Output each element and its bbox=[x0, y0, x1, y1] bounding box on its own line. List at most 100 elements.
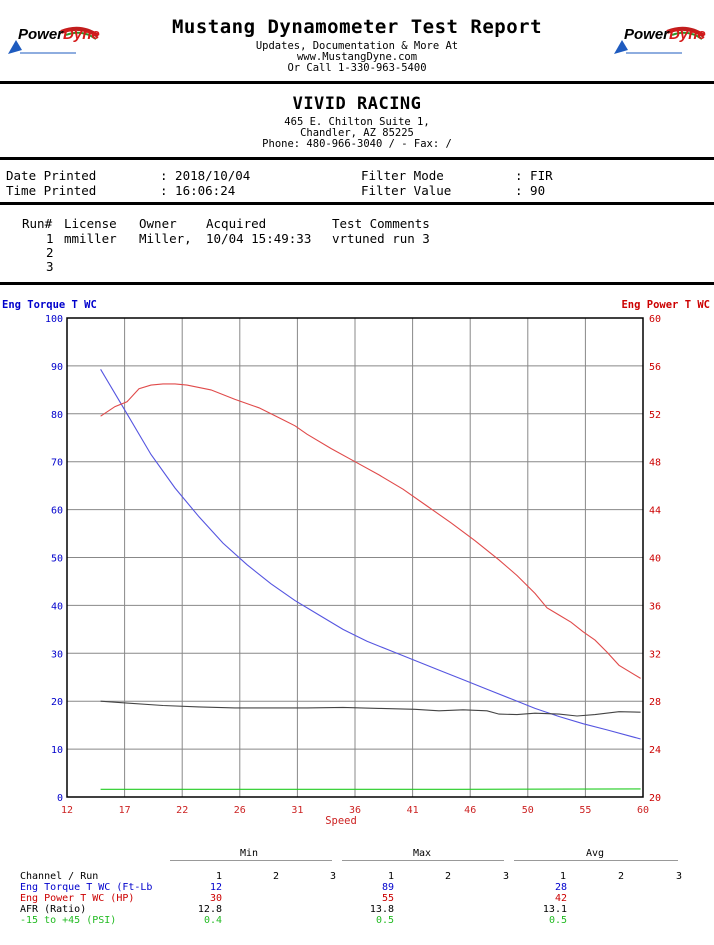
header-line-3: Or Call 1-330-963-5400 bbox=[287, 62, 427, 74]
summary-run-col: 3 bbox=[676, 871, 683, 882]
summary-max-value: 13.8 bbox=[369, 904, 394, 915]
summary-min-value: 12.8 bbox=[197, 904, 222, 915]
left-tick-label: 70 bbox=[51, 458, 63, 469]
left-tick-label: 90 bbox=[51, 362, 63, 373]
left-tick-label: 10 bbox=[51, 745, 63, 756]
plot-frame bbox=[66, 317, 644, 798]
summary-run-col: 2 bbox=[618, 871, 625, 882]
right-tick-label: 32 bbox=[649, 649, 661, 660]
x-tick-label: 55 bbox=[579, 805, 591, 816]
summary-run-col: 2 bbox=[273, 871, 280, 882]
powerdyne-logo-left: PowerDyne bbox=[6, 22, 102, 58]
left-tick-label: 100 bbox=[45, 314, 63, 325]
summary-avg-value: 13.1 bbox=[542, 904, 567, 915]
dyno-chart: 12 17 22 26 31 36 41 46 50 55 60 0 10 20 30 40 50 60 70 80 9… bbox=[45, 314, 661, 827]
x-axis-title: Speed bbox=[325, 815, 357, 827]
shop-phone: Phone: 480-966-3040 / - Fax: / bbox=[262, 138, 452, 150]
left-tick-label: 20 bbox=[51, 697, 63, 708]
left-tick-label: 0 bbox=[57, 793, 63, 804]
date-printed-label: Date Printed bbox=[6, 168, 97, 183]
left-tick-label: 30 bbox=[51, 649, 63, 660]
summary-run-col: 3 bbox=[330, 871, 337, 882]
right-tick-label: 40 bbox=[649, 554, 661, 565]
date-printed-value: : 2018/10/04 bbox=[160, 168, 251, 183]
left-axis-title: Eng Torque T WC bbox=[2, 299, 97, 311]
run-owner: Miller, bbox=[139, 231, 192, 246]
summary-max-value: 89 bbox=[381, 882, 394, 893]
x-tick-label: 22 bbox=[176, 805, 188, 816]
filter-value-value: : 90 bbox=[515, 183, 546, 198]
summary-run-col: 1 bbox=[216, 871, 223, 882]
group-underline bbox=[342, 860, 504, 861]
shop-address-2: Chandler, AZ 85225 bbox=[300, 127, 414, 139]
torque-series-line bbox=[100, 369, 641, 740]
shop-address-1: 465 E. Chilton Suite 1, bbox=[284, 116, 430, 128]
logo-swoosh-icon bbox=[614, 26, 706, 54]
left-tick-label: 40 bbox=[51, 601, 63, 612]
x-tick-label: 12 bbox=[61, 805, 73, 816]
run-comments: vrtuned run 3 bbox=[332, 231, 430, 246]
header-line-1: Updates, Documentation & More At bbox=[255, 40, 459, 52]
right-tick-label: 20 bbox=[649, 793, 661, 804]
logo-swoosh-icon bbox=[8, 26, 100, 54]
summary-avg-value: 42 bbox=[554, 893, 567, 904]
divider bbox=[0, 202, 714, 205]
time-printed-value: : 16:06:24 bbox=[160, 183, 236, 198]
power-series-line bbox=[100, 383, 641, 679]
right-tick-label: 24 bbox=[649, 745, 661, 756]
summary-avg-value: 0.5 bbox=[548, 915, 567, 926]
right-tick-label: 28 bbox=[649, 697, 661, 708]
summary-channel-label: AFR (Ratio) bbox=[20, 904, 87, 915]
summary-avg-value: 28 bbox=[554, 882, 567, 893]
x-tick-label: 17 bbox=[119, 805, 131, 816]
run-number: 3 bbox=[46, 259, 54, 274]
shop-name: VIVID RACING bbox=[292, 94, 422, 114]
x-tick-label: 60 bbox=[637, 805, 649, 816]
right-tick-label: 52 bbox=[649, 410, 661, 421]
summary-min-value: 30 bbox=[209, 893, 222, 904]
right-tick-label: 56 bbox=[649, 362, 661, 373]
right-tick-label: 60 bbox=[649, 314, 661, 325]
summary-run-col: 2 bbox=[445, 871, 452, 882]
x-tick-label: 41 bbox=[407, 805, 419, 816]
summary-header-label: Channel / Run bbox=[20, 871, 99, 882]
x-tick-label: 36 bbox=[349, 805, 361, 816]
header-line-2: www.MustangDyne.com bbox=[296, 51, 418, 63]
left-tick-label: 60 bbox=[51, 506, 63, 517]
afr-series-line bbox=[100, 700, 641, 717]
divider bbox=[0, 282, 714, 285]
summary-group-avg: Avg bbox=[586, 848, 605, 859]
x-tick-label: 46 bbox=[464, 805, 476, 816]
summary-max-value: 55 bbox=[381, 893, 394, 904]
runs-header-comments: Test Comments bbox=[332, 216, 430, 231]
runs-header-license: License bbox=[64, 216, 117, 231]
x-tick-label: 31 bbox=[291, 805, 303, 816]
x-tick-label: 26 bbox=[234, 805, 246, 816]
filter-mode-value: : FIR bbox=[515, 168, 553, 183]
runs-header-run: Run# bbox=[22, 216, 53, 231]
report-title: Mustang Dynamometer Test Report bbox=[171, 16, 543, 38]
group-underline bbox=[170, 860, 332, 861]
logo-text: PowerDyne bbox=[624, 26, 706, 43]
summary-min-value: 0.4 bbox=[203, 915, 222, 926]
divider bbox=[0, 157, 714, 160]
runs-header-acquired: Acquired bbox=[206, 216, 267, 231]
run-license: mmiller bbox=[64, 231, 117, 246]
summary-group-max: Max bbox=[413, 848, 432, 859]
left-tick-label: 50 bbox=[51, 554, 63, 565]
right-tick-label: 48 bbox=[649, 458, 661, 469]
left-tick-label: 80 bbox=[51, 410, 63, 421]
summary-max-value: 0.5 bbox=[375, 915, 394, 926]
logo-text: PowerDyne bbox=[18, 26, 100, 43]
summary-min-value: 12 bbox=[209, 882, 222, 893]
summary-channel-label: -15 to +45 (PSI) bbox=[20, 915, 117, 926]
summary-group-min: Min bbox=[240, 848, 259, 859]
summary-run-col: 1 bbox=[560, 871, 567, 882]
summary-run-col: 3 bbox=[503, 871, 510, 882]
summary-channel-label: Eng Torque T WC (Ft-Lb bbox=[20, 882, 153, 893]
run-number: 1 bbox=[46, 231, 54, 246]
right-axis-title: Eng Power T WC bbox=[621, 299, 710, 311]
filter-value-label: Filter Value bbox=[361, 183, 452, 198]
powerdyne-logo-right: PowerDyne bbox=[612, 22, 708, 58]
right-tick-label: 44 bbox=[649, 506, 661, 517]
